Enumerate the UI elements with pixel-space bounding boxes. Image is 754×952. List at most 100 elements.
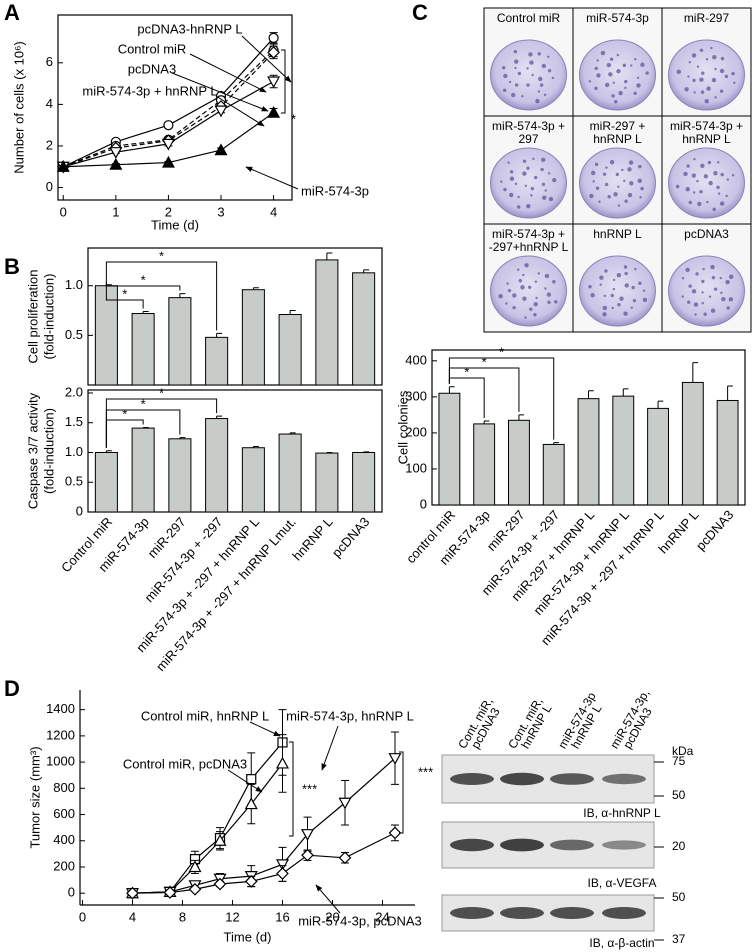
y-axis-label: Caspase 3/7 activity — [25, 392, 40, 509]
bar — [438, 392, 461, 506]
colony — [728, 274, 734, 279]
colony — [552, 280, 556, 284]
colony — [502, 88, 507, 93]
colony — [594, 162, 599, 167]
y-axis-label: Cell proliferation — [25, 270, 40, 364]
colony — [701, 301, 705, 305]
colony — [731, 71, 735, 76]
data-point — [126, 886, 139, 900]
blot-label: IB, α-hnRNP L — [583, 806, 661, 820]
series-label: Control miR, pcDNA3 — [123, 756, 247, 771]
colony — [621, 168, 624, 172]
colony — [691, 289, 697, 294]
colony — [551, 76, 555, 80]
colony — [533, 175, 538, 180]
band — [500, 907, 544, 919]
colony — [526, 204, 531, 209]
colony — [720, 291, 723, 295]
colony — [528, 52, 533, 57]
plot-frame — [57, 14, 293, 201]
colony — [513, 49, 518, 54]
culture-dish — [490, 39, 567, 111]
blot-label: IB, α-VEGFA — [588, 876, 657, 890]
colony — [686, 164, 690, 168]
colony — [619, 296, 624, 301]
band — [550, 907, 594, 919]
x-tick-label: 1 — [112, 204, 119, 219]
colony — [526, 67, 529, 70]
colony — [588, 80, 592, 83]
error-bar — [553, 442, 559, 445]
error-bar — [363, 451, 370, 453]
colony — [700, 90, 705, 94]
y-tick-label: 1.0 — [65, 277, 83, 292]
colony — [692, 191, 696, 194]
colony — [638, 164, 642, 169]
error-bar — [142, 311, 149, 314]
series-label: pcDNA3-hnRNP L — [137, 21, 242, 36]
bar — [508, 419, 530, 506]
colony — [534, 280, 538, 283]
colony — [676, 69, 682, 75]
colony — [592, 180, 595, 183]
colony — [596, 73, 601, 78]
colony — [602, 172, 607, 176]
colony — [530, 186, 535, 191]
y-tick-label: 4 — [46, 96, 53, 111]
colony — [622, 63, 627, 68]
colony — [524, 263, 529, 268]
colony — [642, 297, 648, 303]
image-label: hnRNP L — [593, 227, 642, 241]
colony — [514, 59, 519, 64]
data-point — [275, 859, 290, 872]
colony — [627, 192, 633, 198]
colony — [693, 91, 696, 94]
annotation: * — [141, 396, 146, 411]
significance-bracket — [448, 357, 555, 440]
data-point — [56, 159, 70, 172]
y-axis-label: (fold-induction) — [41, 408, 56, 494]
bar — [612, 395, 635, 506]
colony — [719, 89, 724, 93]
bar — [352, 272, 376, 386]
colony — [710, 308, 716, 313]
colony — [702, 267, 705, 271]
y-tick-label: 300 — [405, 388, 427, 403]
bar — [131, 313, 155, 386]
colony — [600, 50, 606, 56]
data-point — [300, 829, 315, 841]
x-tick-label: pcDNA3 — [329, 514, 373, 560]
colony — [631, 285, 635, 290]
colony — [640, 186, 644, 191]
colony — [541, 63, 546, 69]
band — [450, 773, 494, 785]
colony — [617, 302, 621, 307]
colony — [623, 265, 628, 269]
bar — [542, 443, 565, 506]
colony — [617, 185, 620, 188]
colony — [537, 90, 541, 93]
image-label: miR-574-3p + — [492, 119, 565, 133]
colony — [538, 76, 543, 82]
series-line — [132, 763, 283, 894]
colony — [711, 77, 717, 83]
significance-bracket — [289, 741, 294, 837]
colony — [554, 300, 558, 304]
colony — [694, 313, 697, 316]
data-point — [109, 147, 123, 159]
colony — [701, 279, 705, 284]
colony — [542, 195, 547, 200]
panel-label: D — [4, 676, 20, 701]
band — [500, 838, 544, 852]
band — [602, 907, 646, 919]
colony — [602, 312, 607, 317]
colony — [711, 275, 716, 280]
data-point — [244, 875, 258, 888]
image-label: -297+hnRNP L — [489, 240, 569, 254]
data-point — [275, 756, 290, 769]
bar — [315, 452, 339, 513]
colony — [533, 302, 538, 307]
colony — [503, 73, 508, 79]
colony — [688, 200, 692, 205]
label-arrow — [189, 53, 267, 93]
